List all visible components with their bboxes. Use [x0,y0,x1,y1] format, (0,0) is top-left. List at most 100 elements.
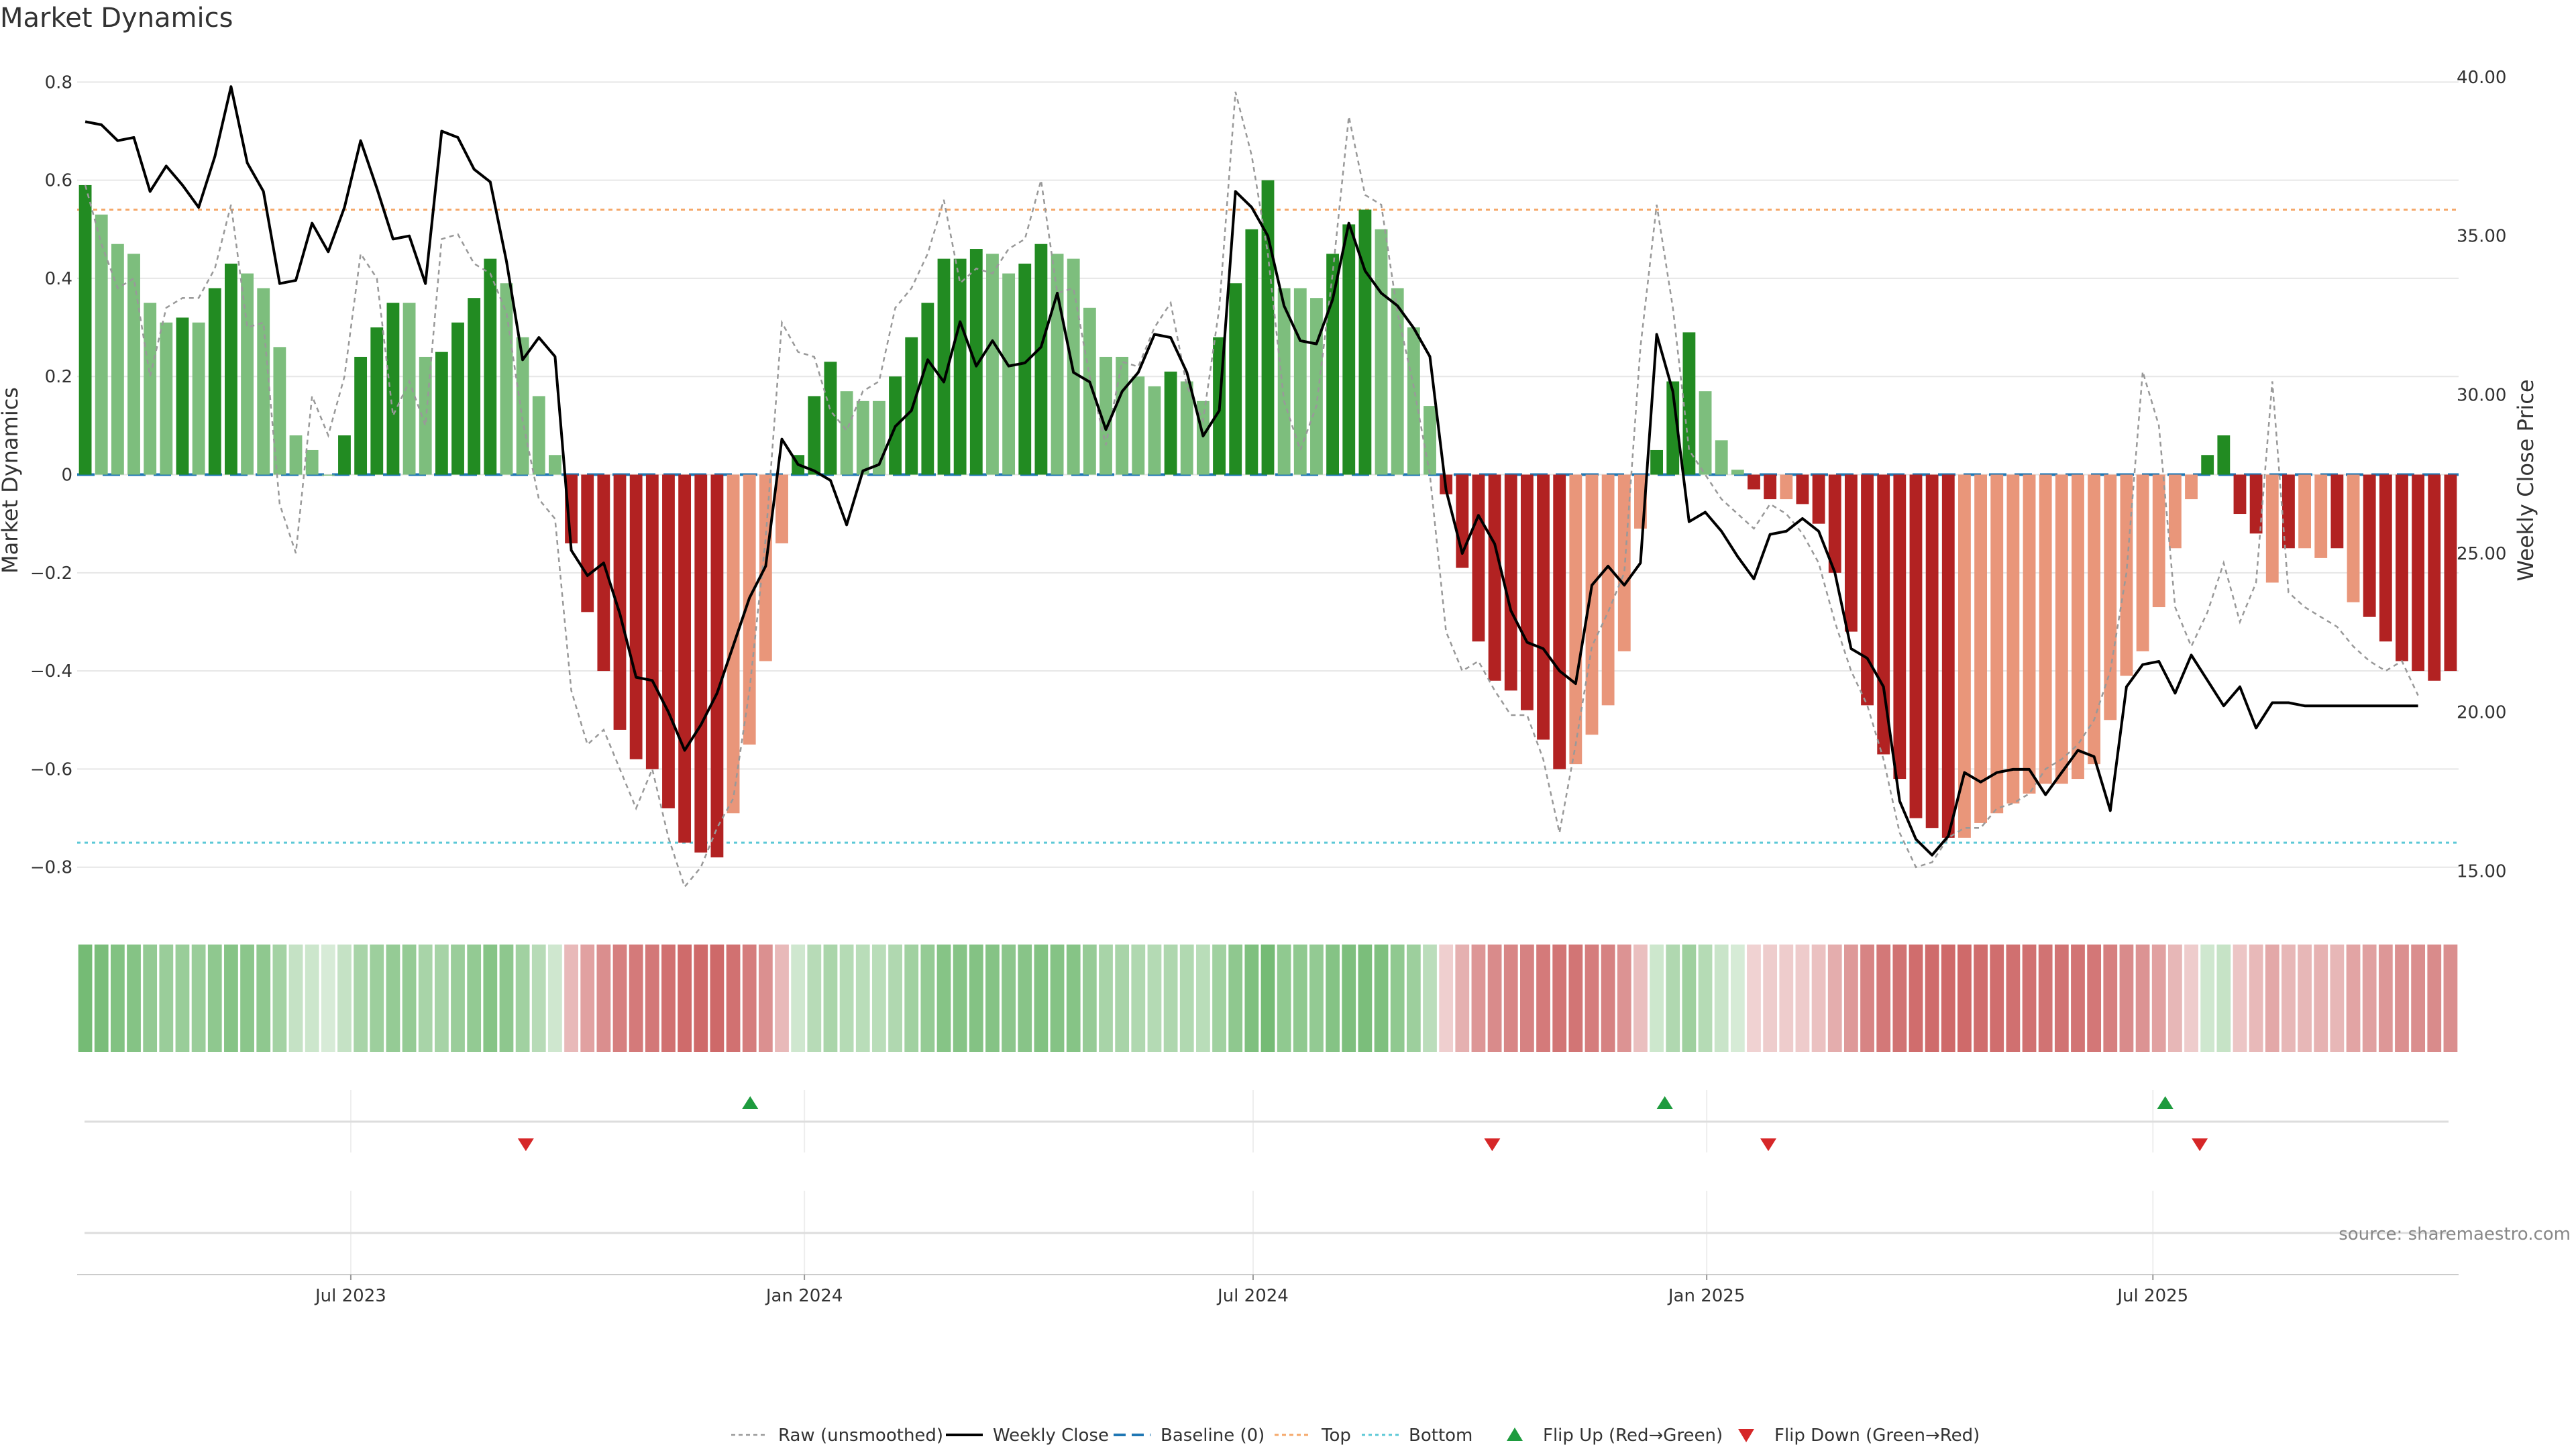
heat-cell [1309,945,1324,1052]
dynamics-bar [937,258,951,475]
heat-cell [2411,945,2426,1052]
dynamics-bar [289,435,303,475]
heat-cell [1503,945,1518,1052]
heat-cell [321,945,335,1052]
dynamics-bar [1715,440,1728,475]
heat-cell [531,945,546,1052]
dynamics-bar [1488,474,1501,681]
dynamics-bars [78,180,2457,858]
x-tick-label: Jul 2024 [1216,1286,1289,1306]
dynamics-bar [1407,327,1420,475]
x-tick-label: Jul 2023 [314,1286,386,1306]
dynamics-bar [273,347,286,475]
lower-panel [77,1191,2459,1275]
dynamics-bar [1925,474,1939,828]
dynamics-bar [986,254,999,475]
heat-cell [548,945,562,1052]
heat-cell [2314,945,2328,1052]
dynamics-bar [338,435,351,475]
dynamics-bar [1229,283,1242,475]
legend-label: Bottom [1409,1426,1472,1446]
dynamics-bar [241,273,254,475]
dynamics-bar [386,303,400,475]
y2-axis-label: Weekly Close Price [2513,379,2538,581]
dynamics-bar [2136,474,2149,651]
heat-cell [678,945,692,1052]
dynamics-bar [2249,474,2263,534]
y-tick-label: −0.4 [30,661,72,682]
dynamics-bar [953,258,967,475]
dynamics-bar [1277,288,1291,475]
heat-cell [775,945,789,1052]
heat-cell [985,945,1000,1052]
heat-cell [386,945,400,1052]
dynamics-bar [354,356,368,475]
heat-cell [2282,945,2296,1052]
dynamics-bar [1083,307,1096,475]
dynamics-bar [2055,474,2068,784]
legend-item: Bottom [1362,1426,1472,1446]
dynamics-bar [1132,376,1145,475]
heat-cell [823,945,838,1052]
heat-cell [2087,945,2102,1052]
y-tick-label: −0.2 [30,564,72,584]
dynamics-bar [2347,474,2360,602]
dynamics-bar [2201,455,2214,475]
heat-cell [1115,945,1130,1052]
dynamics-bar [743,474,756,745]
heat-cell [467,945,482,1052]
dynamics-bar [1261,180,1275,475]
heat-cell [807,945,822,1052]
heat-cell [1326,945,1340,1052]
heat-cell [256,945,271,1052]
dynamics-bar [1116,356,1129,475]
dynamics-bar [2185,474,2198,500]
heat-cell [370,945,384,1052]
heat-cell [2443,945,2458,1052]
dynamics-bar [1780,474,1793,500]
heat-cell [2395,945,2409,1052]
weekly-close-series [85,85,2418,857]
heat-cell [1131,945,1146,1052]
flip-up-marker [2157,1096,2174,1109]
legend-item: Raw (unsmoothed) [731,1426,943,1446]
heat-cell [1163,945,1178,1052]
heat-cell [1423,945,1437,1052]
heat-cell [2006,945,2021,1052]
heat-cell [1860,945,1874,1052]
dynamics-bar [1375,229,1388,475]
dynamics-bar [2168,474,2182,549]
heat-cell [791,945,806,1052]
dynamics-bar [1764,474,1777,500]
legend: Raw (unsmoothed) Weekly Close Baseline (0)… [731,1426,1980,1446]
heat-cell [2233,945,2247,1052]
heat-cell [2346,945,2361,1052]
heat-cell [1358,945,1373,1052]
heat-cell [337,945,352,1052]
flip-down-marker [2192,1138,2208,1151]
heat-cell [1196,945,1210,1052]
dynamics-bar [581,474,594,612]
heat-cell [1244,945,1259,1052]
heat-cell [1342,945,1356,1052]
heat-cell [936,945,951,1052]
heat-cell [1552,945,1567,1052]
dynamics-bar [1504,474,1517,691]
y-tick-label: 0.8 [45,72,72,93]
heat-cell [2330,945,2345,1052]
dynamics-bar [1310,298,1323,475]
heat-cell [2427,945,2442,1052]
heat-cell [1536,945,1550,1052]
dynamics-bar [468,298,481,475]
heat-cell [2054,945,2069,1052]
heat-cell [888,945,902,1052]
dynamics-bar [257,288,270,475]
dynamics-bar [2072,474,2084,780]
dynamics-bar [1861,474,1874,706]
y-axis-label: Market Dynamics [0,387,23,574]
dynamics-bar [2330,474,2344,549]
heat-cell [127,945,141,1052]
dynamics-bar [1293,288,1307,475]
dynamics-bar [1099,356,1112,475]
heat-cell [1585,945,1599,1052]
